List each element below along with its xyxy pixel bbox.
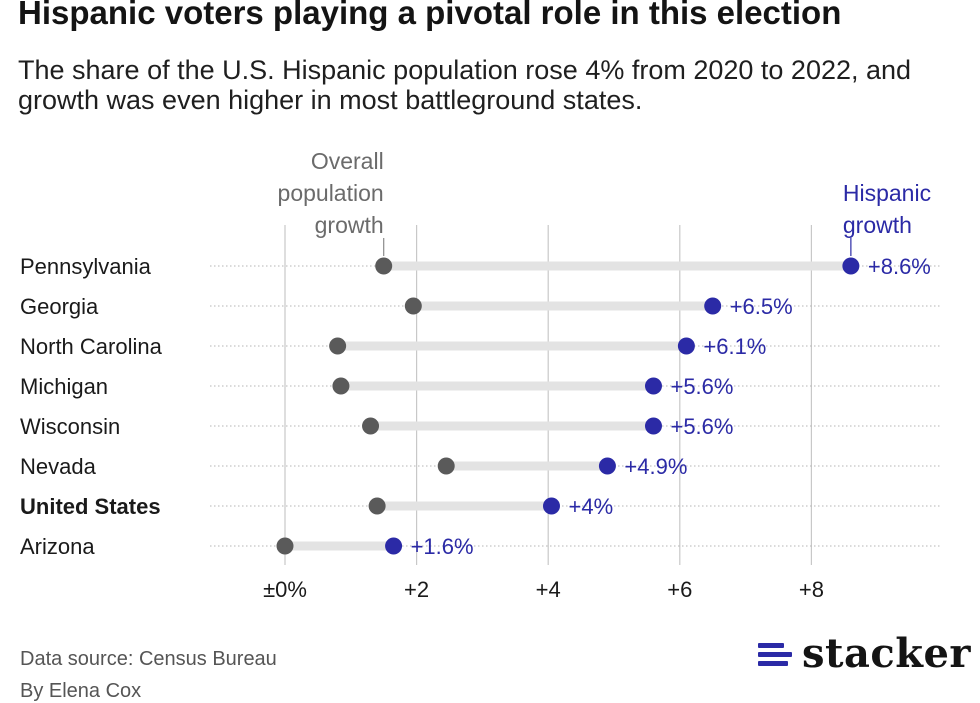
x-tick-label: +6 <box>667 577 692 602</box>
hispanic-growth-dot <box>644 417 662 435</box>
hispanic-series-label: Hispanic <box>843 180 931 206</box>
row-label: Georgia <box>20 294 99 319</box>
row-label: Arizona <box>20 534 95 559</box>
hispanic-value-label: +6.5% <box>730 294 793 319</box>
hispanic-growth-dot <box>677 337 695 355</box>
overall-growth-dot <box>276 537 294 555</box>
dot-range-chart: ±0% +2 +4 +6 +8 Pennsylvania +8.6% Georgia +6.5%… <box>20 148 940 602</box>
hispanic-growth-dot <box>385 537 403 555</box>
hispanic-growth-dot <box>542 497 560 515</box>
data-source: Data source: Census Bureau <box>20 648 277 670</box>
overall-growth-dot <box>437 457 455 475</box>
x-tick-label: +8 <box>799 577 824 602</box>
hispanic-value-label: +5.6% <box>670 414 733 439</box>
byline: By Elena Cox <box>20 680 142 702</box>
hispanic-value-label: +8.6% <box>868 254 931 279</box>
x-tick-label: +4 <box>536 577 561 602</box>
logo-text: stacker <box>802 630 972 677</box>
row-label: North Carolina <box>20 334 163 359</box>
hispanic-growth-dot <box>598 457 616 475</box>
row-label: Wisconsin <box>20 414 120 439</box>
hispanic-growth-dot <box>842 257 860 275</box>
overall-series-label: growth <box>315 212 384 238</box>
x-tick-label: ±0% <box>263 577 307 602</box>
stacker-bars-icon <box>758 641 792 667</box>
hispanic-series-label: growth <box>843 212 912 238</box>
overall-series-label: Overall <box>311 148 384 174</box>
hispanic-value-label: +4.9% <box>624 454 687 479</box>
hispanic-growth-dot <box>704 297 722 315</box>
overall-growth-dot <box>329 337 347 355</box>
row-label: Nevada <box>20 454 97 479</box>
stacker-logo[interactable]: stacker <box>758 630 971 677</box>
hispanic-value-label: +4% <box>568 494 613 519</box>
overall-growth-dot <box>404 297 422 315</box>
row-label-highlight: United States <box>20 494 161 519</box>
overall-growth-dot <box>332 377 350 395</box>
overall-series-label: population <box>278 180 384 206</box>
hispanic-value-label: +1.6% <box>411 534 474 559</box>
row-label: Michigan <box>20 374 108 399</box>
x-tick-label: +2 <box>404 577 429 602</box>
overall-growth-dot <box>362 417 380 435</box>
overall-growth-dot <box>375 257 393 275</box>
row-label: Pennsylvania <box>20 254 152 279</box>
hispanic-value-label: +6.1% <box>703 334 766 359</box>
hispanic-growth-dot <box>644 377 662 395</box>
overall-growth-dot <box>368 497 386 515</box>
chart-subtitle: The share of the U.S. Hispanic populatio… <box>18 55 912 115</box>
chart-title: Hispanic voters playing a pivotal role i… <box>18 0 842 31</box>
hispanic-value-label: +5.6% <box>670 374 733 399</box>
